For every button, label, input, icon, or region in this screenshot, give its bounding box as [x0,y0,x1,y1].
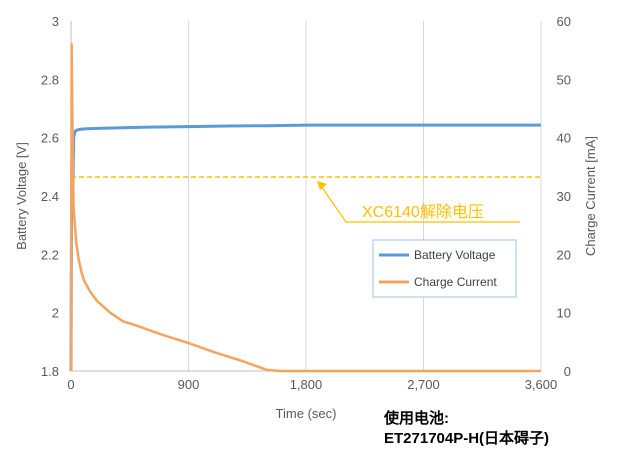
y-right-tick-label: 30 [557,189,571,204]
threshold-annotation: XC6140解除电压 [71,176,541,223]
y-right-tick-label: 50 [557,72,571,87]
y-right-tick-label: 40 [557,131,571,146]
x-axis-title: Time (sec) [276,406,337,421]
threshold-leader-line [320,185,520,223]
battery-note-line1: 使用电池: [383,409,449,427]
battery-note-line2: ET271704P-H(日本碍子) [384,429,549,447]
y-right-tick-label: 20 [557,247,571,262]
legend-label-charge-current: Charge Current [414,275,497,289]
y-left-tick-label: 2.2 [41,247,59,262]
vertical-gridlines [188,21,542,371]
legend-label-battery-voltage: Battery Voltage [414,248,496,262]
x-axis-ticks: 0 900 1,800 2,700 3,600 [67,377,557,392]
legend: Battery Voltage Charge Current [372,239,517,298]
y-right-tick-label: 10 [557,306,571,321]
y-left-tick-label: 2.4 [41,189,59,204]
x-tick-label: 0 [67,377,74,392]
y-left-tick-label: 2 [52,306,59,321]
y-left-tick-label: 2.6 [41,131,59,146]
series-lines [69,43,541,373]
y-right-axis-title: Charge Current [mA] [583,136,598,256]
y-left-axis-title: Battery Voltage [V] [14,142,29,250]
y-left-axis-ticks: 1.8 2 2.2 2.4 2.6 2.8 3 [41,14,59,379]
series-line-charge-current [69,43,541,373]
threshold-arrowhead [317,181,327,190]
y-left-tick-label: 1.8 [41,364,59,379]
legend-box [372,239,517,298]
threshold-label: XC6140解除电压 [362,203,484,221]
y-right-tick-label: 60 [557,14,571,29]
x-tick-label: 900 [178,377,200,392]
y-right-tick-label: 0 [564,364,571,379]
y-left-tick-label: 2.8 [41,72,59,87]
x-tick-label: 3,600 [525,377,558,392]
y-right-axis-ticks: 0 10 20 30 40 50 60 [557,14,571,379]
y-left-tick-label: 3 [52,14,59,29]
x-tick-label: 1,800 [290,377,323,392]
x-tick-label: 2,700 [407,377,440,392]
